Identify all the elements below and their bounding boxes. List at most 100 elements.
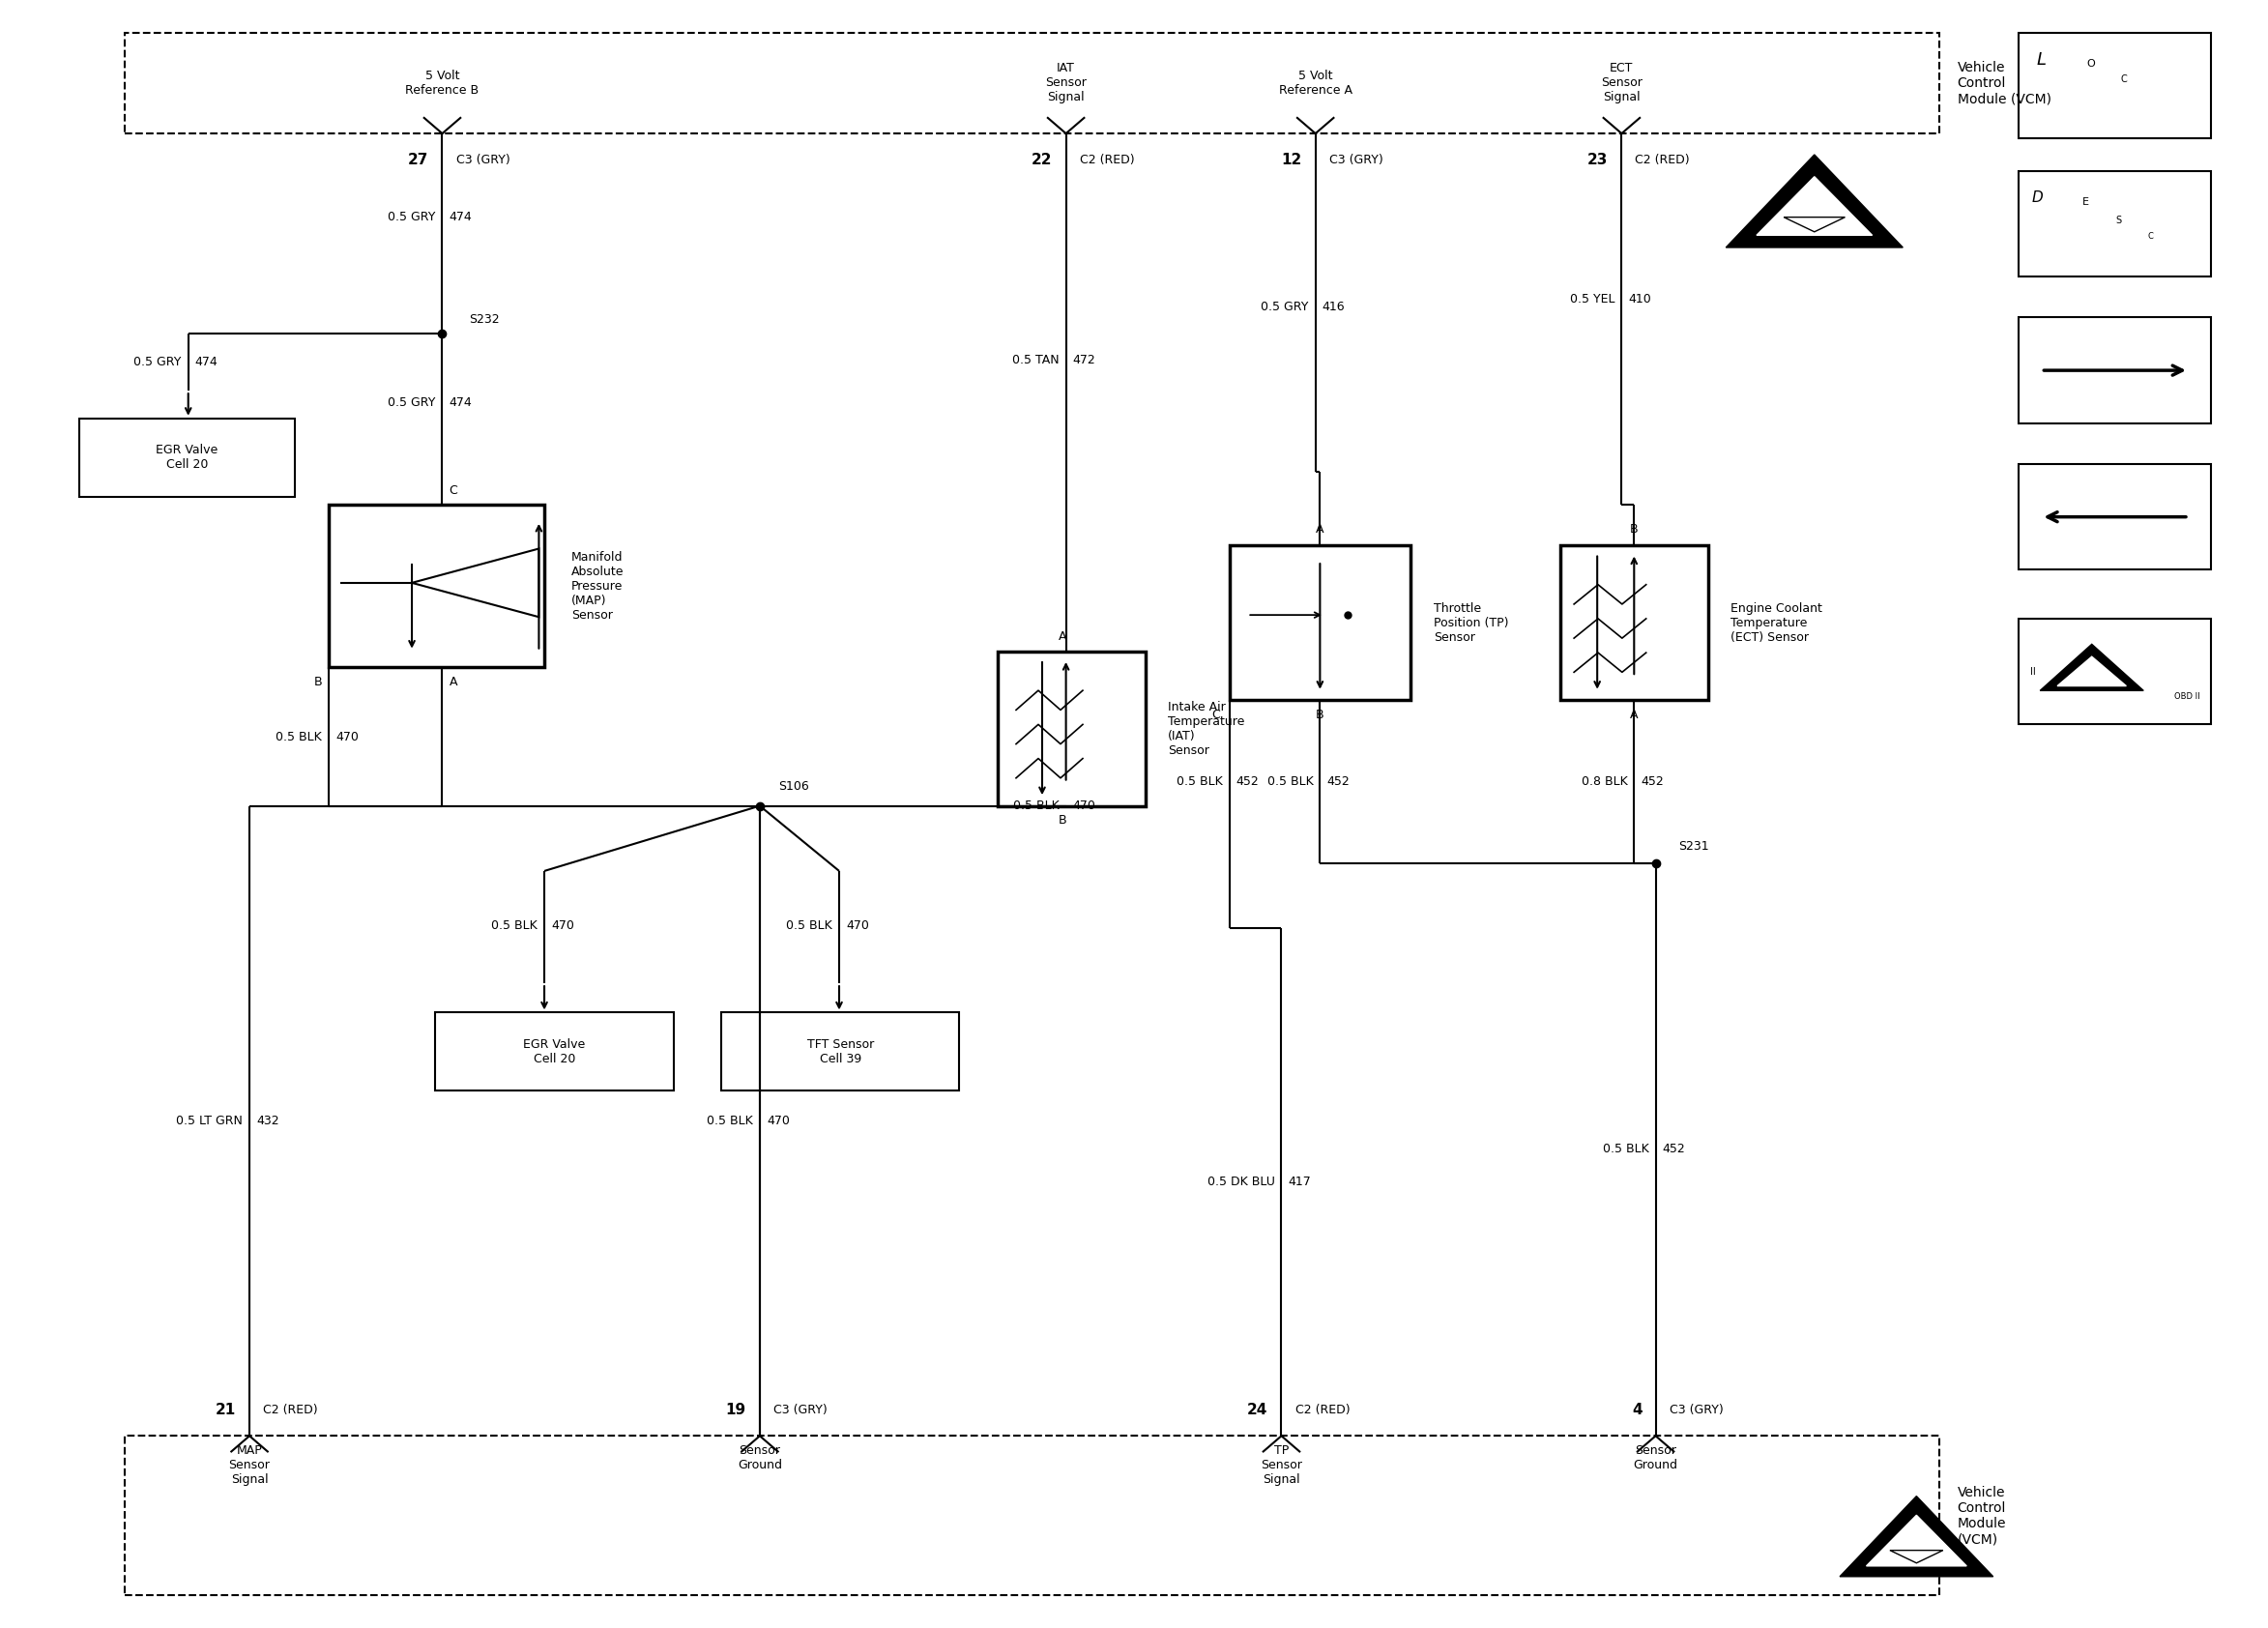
- Text: D: D: [2032, 190, 2043, 205]
- Text: 22: 22: [1032, 153, 1052, 166]
- Text: 452: 452: [1662, 1143, 1685, 1156]
- Text: 470: 470: [846, 920, 869, 931]
- Text: E: E: [2082, 197, 2089, 207]
- Text: C2 (RED): C2 (RED): [1635, 153, 1690, 166]
- Text: C: C: [2148, 233, 2155, 241]
- Text: 0.5 BLK: 0.5 BLK: [1177, 775, 1222, 788]
- Bar: [79, 418, 295, 497]
- Text: 0.5 BLK: 0.5 BLK: [492, 920, 538, 931]
- Bar: [2019, 33, 2211, 138]
- Bar: [125, 1436, 1939, 1595]
- Text: 452: 452: [1640, 775, 1665, 788]
- Text: IAT
Sensor
Signal: IAT Sensor Signal: [1046, 62, 1086, 104]
- Text: C: C: [1211, 708, 1220, 721]
- Polygon shape: [2041, 645, 2143, 690]
- Text: C3 (GRY): C3 (GRY): [773, 1403, 828, 1416]
- Text: 410: 410: [1628, 293, 1651, 304]
- Polygon shape: [1758, 177, 1873, 234]
- Text: 0.5 LT GRN: 0.5 LT GRN: [177, 1115, 243, 1127]
- Text: 0.5 GRY: 0.5 GRY: [134, 357, 181, 368]
- Bar: [2019, 619, 2211, 724]
- Text: C: C: [2121, 75, 2127, 85]
- Text: 21: 21: [215, 1403, 236, 1416]
- Text: L: L: [2037, 52, 2046, 68]
- Bar: [125, 33, 1939, 133]
- Text: MAP
Sensor
Signal: MAP Sensor Signal: [229, 1444, 270, 1486]
- Bar: [2019, 317, 2211, 423]
- Bar: [1560, 545, 1708, 700]
- Bar: [2019, 171, 2211, 277]
- Text: 0.5 BLK: 0.5 BLK: [1268, 775, 1313, 788]
- Bar: [998, 651, 1145, 806]
- Text: 0.5 BLK: 0.5 BLK: [1014, 799, 1059, 812]
- Text: 0.5 BLK: 0.5 BLK: [708, 1115, 753, 1127]
- Text: S231: S231: [1678, 840, 1708, 853]
- Text: TP
Sensor
Signal: TP Sensor Signal: [1261, 1444, 1302, 1486]
- Text: 0.5 BLK: 0.5 BLK: [277, 731, 322, 742]
- Text: 0.8 BLK: 0.8 BLK: [1581, 775, 1626, 788]
- Text: Throttle
Position (TP)
Sensor: Throttle Position (TP) Sensor: [1433, 602, 1508, 643]
- Text: 0.5 GRY: 0.5 GRY: [388, 212, 435, 223]
- Text: 417: 417: [1288, 1175, 1311, 1188]
- Text: C2 (RED): C2 (RED): [263, 1403, 318, 1416]
- Text: 24: 24: [1247, 1403, 1268, 1416]
- Text: A: A: [449, 676, 458, 689]
- Text: 12: 12: [1281, 153, 1302, 166]
- Text: OBD II: OBD II: [2175, 692, 2200, 702]
- Text: 472: 472: [1073, 353, 1095, 366]
- Text: C3 (GRY): C3 (GRY): [1669, 1403, 1724, 1416]
- Text: 23: 23: [1588, 153, 1608, 166]
- Text: 452: 452: [1236, 775, 1259, 788]
- Text: C3 (GRY): C3 (GRY): [1329, 153, 1383, 166]
- Text: 0.5 GRY: 0.5 GRY: [388, 397, 435, 409]
- Text: C2 (RED): C2 (RED): [1080, 153, 1134, 166]
- Text: 474: 474: [449, 212, 472, 223]
- Text: 19: 19: [726, 1403, 746, 1416]
- Polygon shape: [1726, 155, 1903, 247]
- Text: O: O: [2087, 59, 2096, 68]
- Text: 4: 4: [1631, 1403, 1642, 1416]
- Bar: [2019, 464, 2211, 570]
- Text: S: S: [2116, 215, 2123, 225]
- Text: 470: 470: [767, 1115, 789, 1127]
- Text: EGR Valve
Cell 20: EGR Valve Cell 20: [156, 444, 218, 470]
- Text: TFT Sensor
Cell 39: TFT Sensor Cell 39: [807, 1039, 873, 1065]
- Text: 0.5 BLK: 0.5 BLK: [1603, 1143, 1649, 1156]
- Polygon shape: [1839, 1496, 1994, 1576]
- Text: 474: 474: [449, 397, 472, 409]
- Text: Vehicle
Control
Module (VCM): Vehicle Control Module (VCM): [1957, 60, 2050, 106]
- Text: 27: 27: [408, 153, 429, 166]
- Text: 432: 432: [256, 1115, 279, 1127]
- Text: 470: 470: [336, 731, 358, 742]
- Text: Manifold
Absolute
Pressure
(MAP)
Sensor: Manifold Absolute Pressure (MAP) Sensor: [572, 550, 624, 622]
- Text: A: A: [1631, 708, 1637, 721]
- Text: 474: 474: [195, 357, 218, 368]
- Text: 0.5 TAN: 0.5 TAN: [1012, 353, 1059, 366]
- Text: Engine Coolant
Temperature
(ECT) Sensor: Engine Coolant Temperature (ECT) Sensor: [1730, 602, 1821, 643]
- Text: 0.5 GRY: 0.5 GRY: [1261, 301, 1309, 313]
- Text: S232: S232: [469, 313, 499, 326]
- Text: 0.5 DK BLU: 0.5 DK BLU: [1207, 1175, 1275, 1188]
- Text: Intake Air
Temperature
(IAT)
Sensor: Intake Air Temperature (IAT) Sensor: [1168, 700, 1245, 757]
- Text: B: B: [1315, 708, 1325, 721]
- Text: B: B: [1059, 814, 1068, 827]
- Text: C2 (RED): C2 (RED): [1295, 1403, 1349, 1416]
- Text: Sensor
Ground: Sensor Ground: [1633, 1444, 1678, 1472]
- Text: EGR Valve
Cell 20: EGR Valve Cell 20: [524, 1039, 585, 1065]
- Text: 470: 470: [1073, 799, 1095, 812]
- Text: C: C: [449, 484, 458, 497]
- Text: ECT
Sensor
Signal: ECT Sensor Signal: [1601, 62, 1642, 104]
- Text: C3 (GRY): C3 (GRY): [456, 153, 510, 166]
- Text: Vehicle
Control
Module
(VCM): Vehicle Control Module (VCM): [1957, 1485, 2007, 1547]
- Text: S106: S106: [778, 780, 810, 793]
- Text: 0.5 BLK: 0.5 BLK: [787, 920, 832, 931]
- Text: A: A: [1315, 523, 1325, 536]
- Polygon shape: [2057, 656, 2127, 685]
- Bar: [721, 1013, 959, 1091]
- Text: Sensor
Ground: Sensor Ground: [737, 1444, 782, 1472]
- Polygon shape: [1867, 1516, 1966, 1566]
- Text: II: II: [2030, 667, 2034, 676]
- Text: 416: 416: [1322, 301, 1345, 313]
- Text: A: A: [1059, 630, 1068, 643]
- Bar: [435, 1013, 674, 1091]
